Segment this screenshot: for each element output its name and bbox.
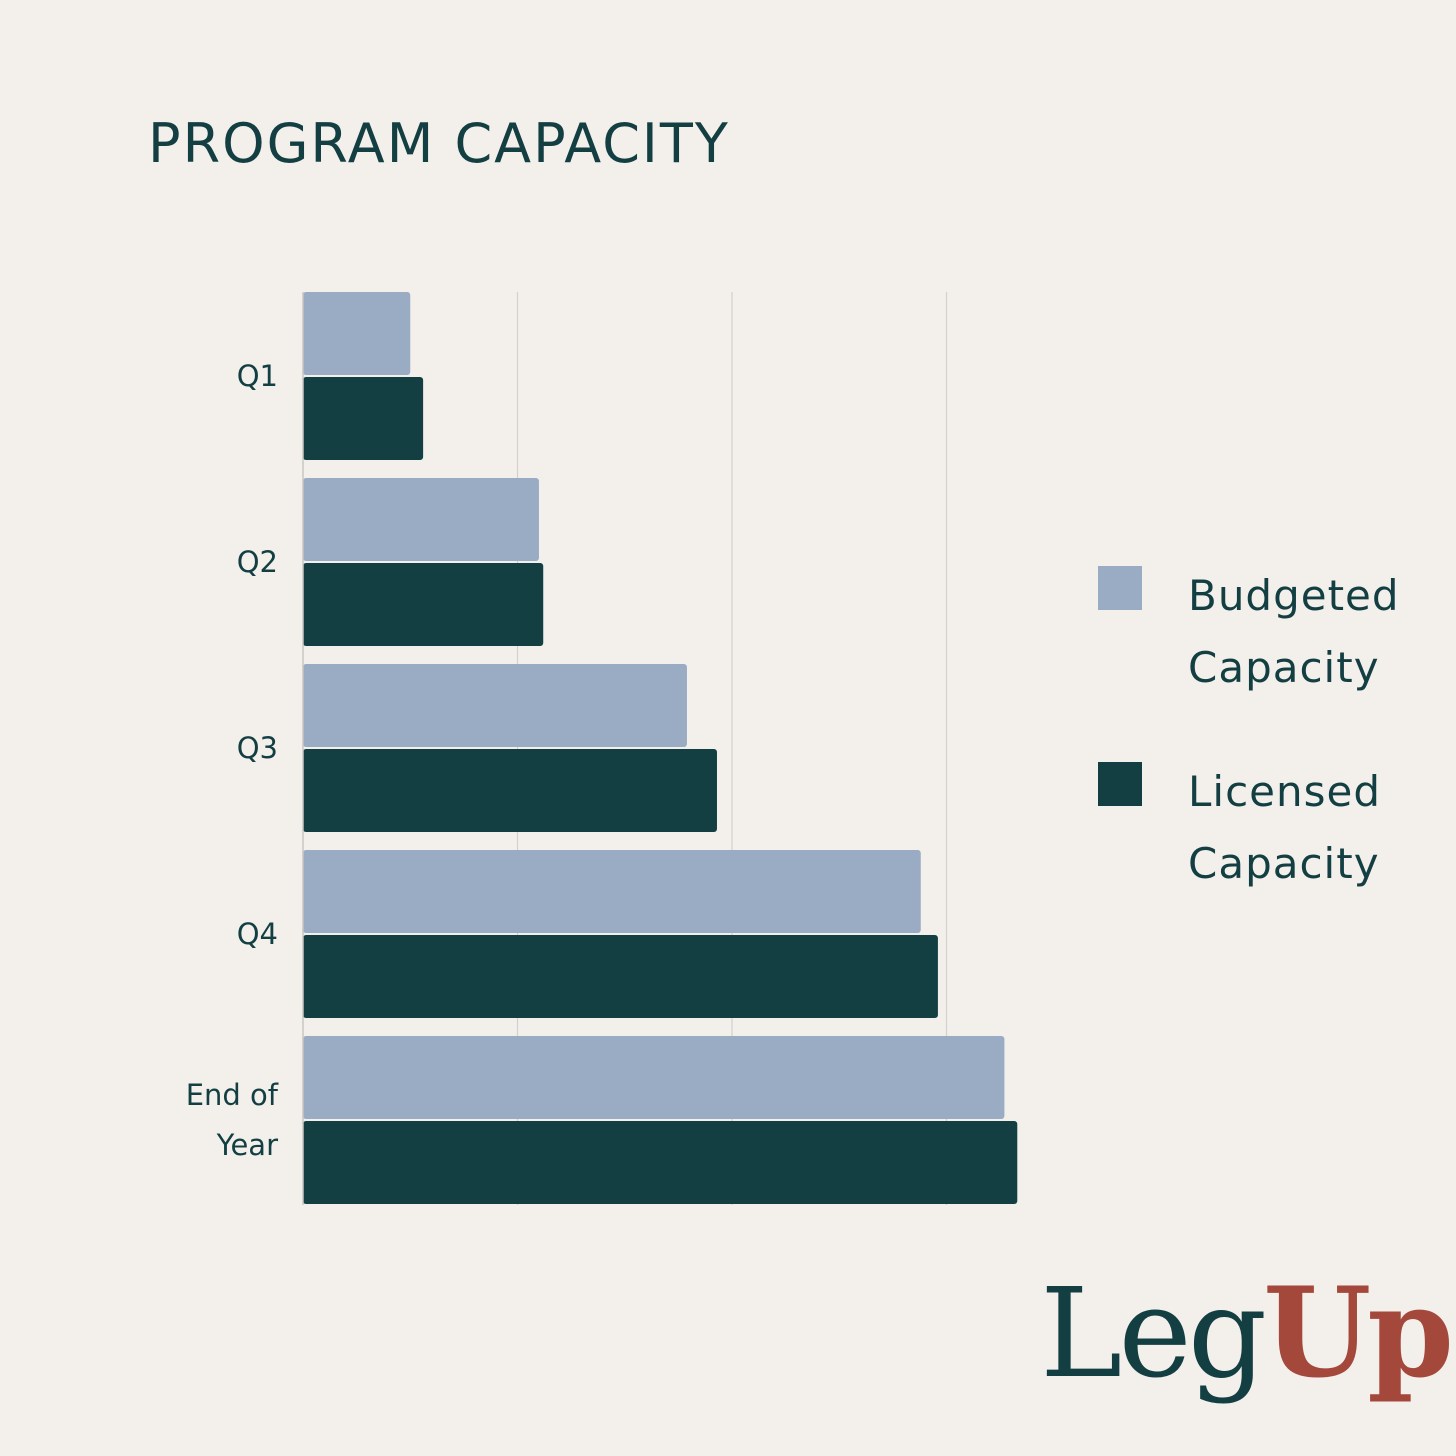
category-label: Q2: [237, 545, 278, 579]
chart-title: PROGRAM CAPACITY: [148, 112, 730, 175]
category-label-line: Q4: [237, 917, 278, 951]
legup-logo: LegUp: [1040, 1272, 1454, 1397]
bar-licensed: [303, 377, 424, 460]
category-label-line: Q1: [237, 359, 278, 393]
category-label: Q3: [237, 731, 278, 765]
bar-licensed: [303, 935, 938, 1018]
logo-up: Up: [1263, 1261, 1454, 1406]
legend-label-budgeted: Budgeted Capacity: [1188, 560, 1448, 704]
bar-budgeted: [303, 850, 921, 933]
bars: [303, 292, 1018, 1204]
bar-licensed: [303, 563, 544, 646]
bar-licensed: [303, 749, 717, 832]
category-labels: Q1 Q2 Q3 Q4 End of Year: [186, 359, 279, 1162]
bar-budgeted: [303, 292, 411, 375]
logo-leg: Leg: [1040, 1262, 1267, 1406]
legend-licensed-line1: Licensed: [1188, 767, 1382, 816]
legend-budgeted-line1: Budgeted: [1188, 571, 1400, 620]
category-label: Q4: [237, 917, 278, 951]
category-label: Q1: [237, 359, 278, 393]
category-label-line: End of: [186, 1078, 279, 1112]
legend-label-licensed: Licensed Capacity: [1188, 756, 1448, 900]
legend-swatch-budgeted: [1098, 566, 1142, 610]
bar-licensed: [303, 1121, 1018, 1204]
category-label: End of Year: [186, 1078, 279, 1162]
legend-licensed-line2: Capacity: [1188, 839, 1380, 888]
bar-budgeted: [303, 664, 687, 747]
bar-budgeted: [303, 1036, 1005, 1119]
category-label-line: Year: [216, 1128, 278, 1162]
bar-budgeted: [303, 478, 539, 561]
legend-swatch-licensed: [1098, 762, 1142, 806]
legend-budgeted-line2: Capacity: [1188, 643, 1380, 692]
category-label-line: Q3: [237, 731, 278, 765]
category-label-line: Q2: [237, 545, 278, 579]
